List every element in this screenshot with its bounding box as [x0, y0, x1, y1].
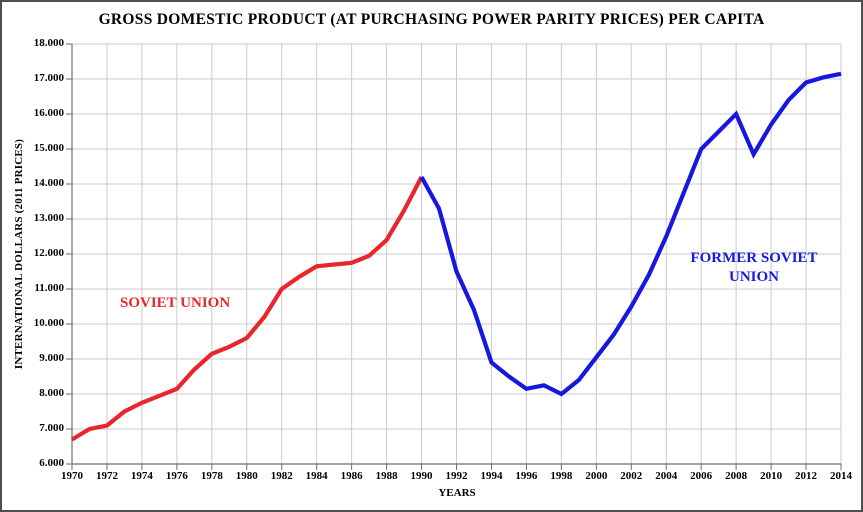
series-label-soviet-union: SOVIET UNION	[120, 295, 231, 311]
x-tick-label: 1986	[340, 470, 363, 482]
y-tick-label: 17.000	[33, 72, 64, 84]
y-tick-label: 10.000	[33, 317, 64, 329]
x-tick-label: 1970	[61, 470, 83, 482]
y-tick-label: 15.000	[33, 142, 64, 154]
y-tick-label: 6.000	[39, 457, 64, 469]
x-tick-label: 1988	[375, 470, 398, 482]
x-tick-label: 2010	[760, 470, 783, 482]
series-label-former-soviet-union: FORMER SOVIET UNION	[678, 249, 830, 287]
x-tick-label: 1992	[445, 470, 468, 482]
y-tick-label: 8.000	[39, 387, 64, 399]
y-tick-label: 11.000	[34, 282, 64, 294]
series-label-former-line1: FORMER SOVIET	[690, 250, 818, 266]
y-tick-label: 9.000	[39, 352, 64, 364]
x-tick-label: 1990	[410, 470, 433, 482]
x-tick-label: 2000	[585, 470, 608, 482]
x-tick-label: 1996	[515, 470, 538, 482]
y-tick-label: 18.000	[33, 37, 64, 49]
series-line-former-soviet-union	[419, 71, 842, 397]
x-axis-title: YEARS	[438, 487, 476, 499]
x-tick-label: 1980	[235, 470, 258, 482]
x-tick-label: 2002	[620, 470, 643, 482]
x-tick-label: 1972	[95, 470, 118, 482]
series-label-former-line2: UNION	[728, 269, 779, 285]
y-tick-label: 16.000	[33, 107, 64, 119]
y-tick-label: 13.000	[33, 212, 64, 224]
chart-title: GROSS DOMESTIC PRODUCT (AT PURCHASING PO…	[98, 11, 765, 28]
x-tick-label: 1998	[550, 470, 573, 482]
series-line-soviet-union	[70, 176, 424, 442]
x-tick-label: 1974	[130, 470, 153, 482]
x-tick-label: 2014	[830, 470, 852, 482]
y-tick-label: 12.000	[33, 247, 64, 259]
x-tick-label: 2008	[725, 470, 748, 482]
x-tick-label: 1982	[270, 470, 293, 482]
y-tick-label: 14.000	[33, 177, 64, 189]
x-tick-label: 1994	[480, 470, 503, 482]
x-tick-label: 1976	[165, 470, 188, 482]
x-tick-label: 1984	[305, 470, 328, 482]
x-tick-label: 2004	[655, 470, 678, 482]
x-tick-label: 2012	[795, 470, 818, 482]
y-tick-label: 7.000	[39, 422, 64, 434]
x-tick-label: 2006	[690, 470, 713, 482]
x-tick-label: 1978	[200, 470, 223, 482]
